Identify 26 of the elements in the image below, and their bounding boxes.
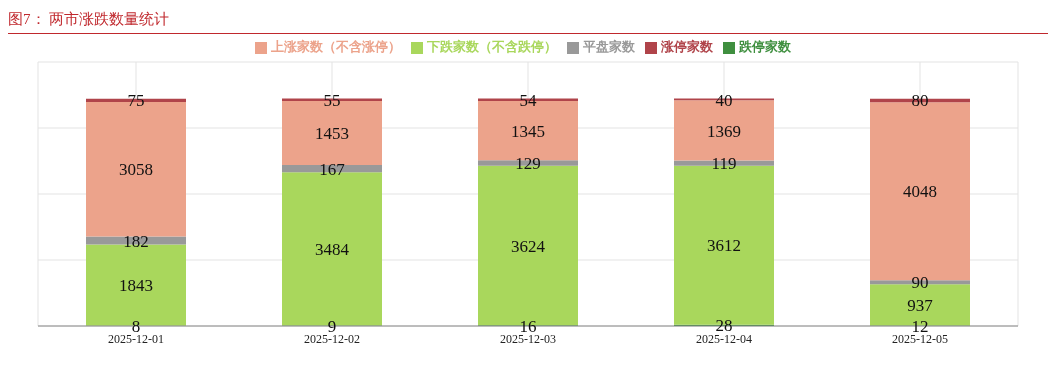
data-label: 1369 [707,121,741,141]
data-label: 1843 [119,276,153,296]
legend-label: 上涨家数（不含涨停） [271,39,401,54]
data-label: 3058 [119,160,153,180]
data-label: 1345 [511,121,545,141]
legend-label: 涨停家数 [661,39,713,54]
data-label: 90 [911,273,929,293]
data-label: 119 [711,154,737,174]
data-label: 3484 [315,239,350,259]
data-label: 40 [715,90,733,110]
data-label: 80 [911,91,929,111]
data-label: 129 [515,154,541,174]
data-label: 55 [323,90,341,110]
legend-label: 下跌家数（不含跌停） [427,39,557,54]
data-label: 167 [319,159,346,179]
data-label: 937 [907,295,934,315]
data-label: 1453 [315,124,349,144]
data-label: 182 [123,231,149,251]
data-label: 75 [127,91,145,111]
chart-title: 图7： 两市涨跌数量统计 [8,8,1048,34]
data-label: 3624 [511,236,546,256]
legend-label: 平盘家数 [583,39,635,54]
data-label: 4048 [903,182,937,202]
legend-label: 跌停家数 [739,39,791,54]
data-label: 54 [519,90,537,110]
data-label: 3612 [707,236,741,256]
